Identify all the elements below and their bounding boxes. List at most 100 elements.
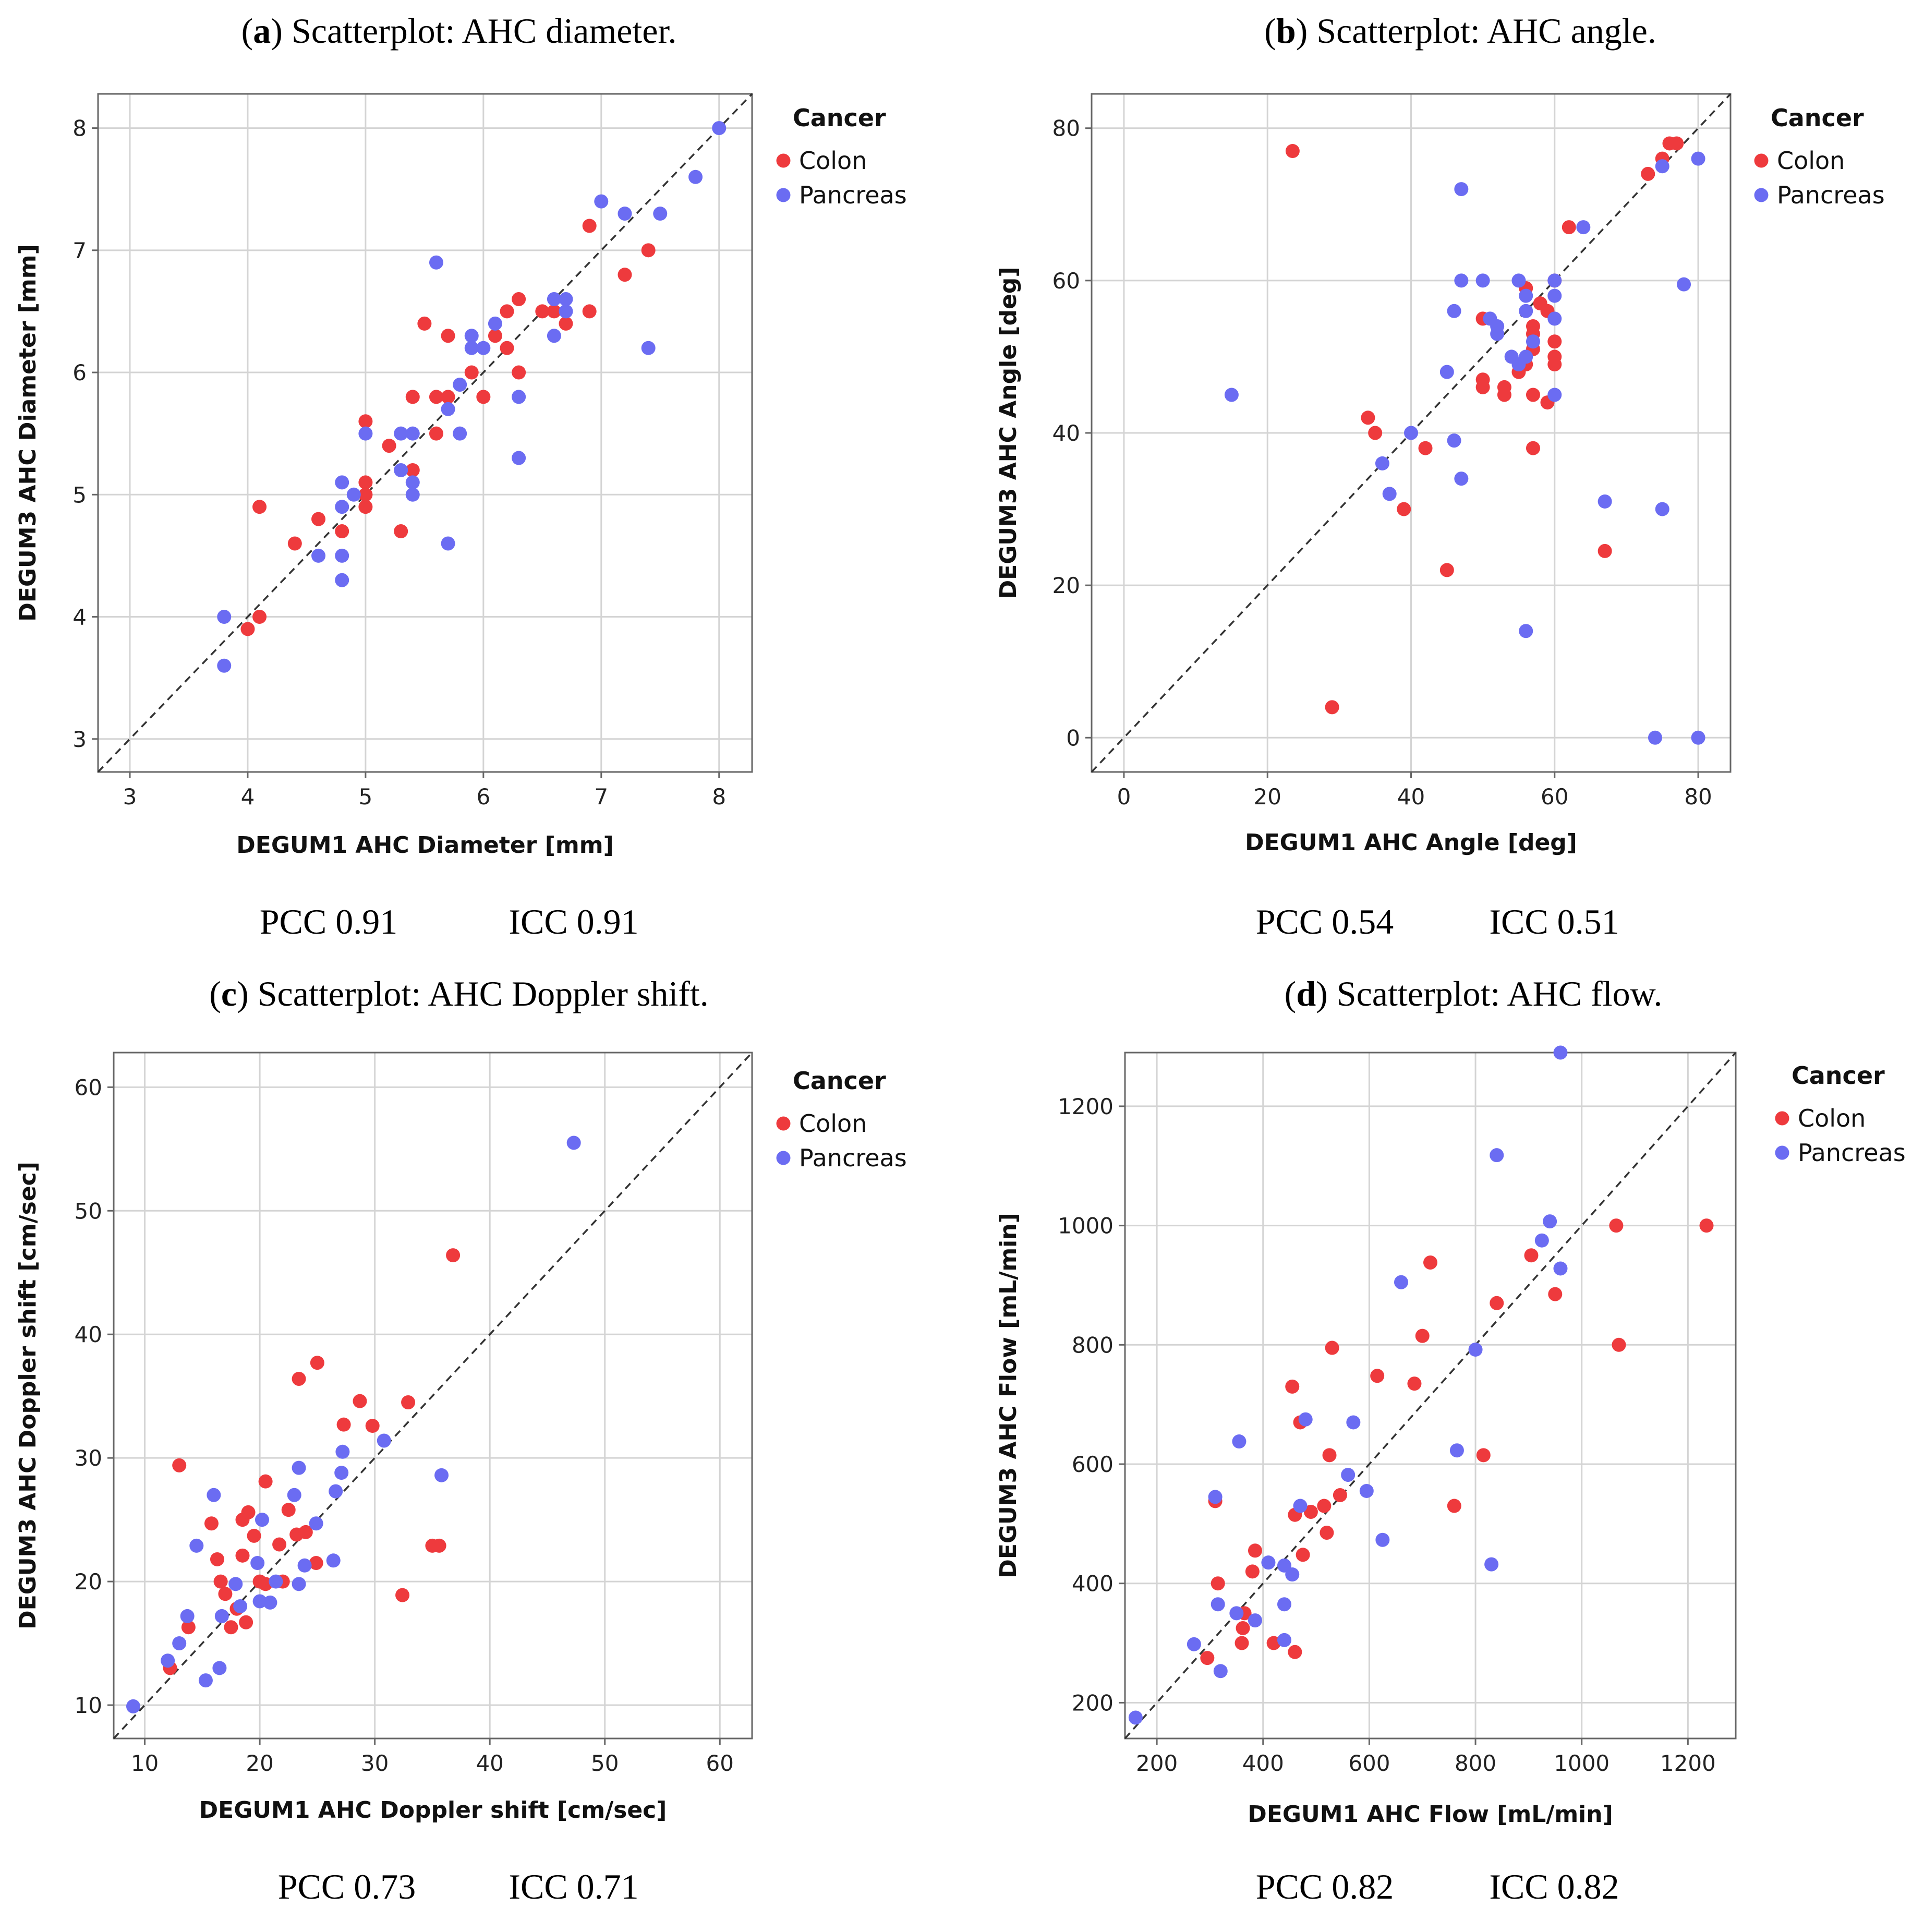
panel-title: (b) Scatterplot: AHC angle. — [1264, 11, 1656, 51]
legend-marker-pancreas — [1754, 188, 1769, 202]
panel-title: (a) Scatterplot: AHC diameter. — [241, 11, 677, 51]
y-tick-label: 40 — [1052, 420, 1080, 446]
x-tick-label: 5 — [359, 784, 373, 810]
data-point-colon — [353, 1394, 367, 1408]
data-point-colon — [488, 329, 502, 343]
y-tick-label: 40 — [75, 1322, 102, 1347]
data-point-pancreas — [1439, 365, 1454, 379]
data-point-colon — [1526, 441, 1540, 455]
data-point-pancreas — [453, 426, 467, 441]
data-point-colon — [1439, 563, 1454, 577]
data-point-colon — [1236, 1621, 1250, 1635]
legend-title: Cancer — [793, 1067, 886, 1095]
caption-title: Scatterplot: AHC diameter. — [292, 11, 676, 51]
data-point-pancreas — [1293, 1499, 1308, 1513]
data-point-pancreas — [1454, 273, 1469, 288]
legend-label-pancreas: Pancreas — [1798, 1139, 1906, 1167]
data-point-colon — [429, 426, 443, 441]
y-axis-label: DEGUM3 AHC Flow [mL/min] — [995, 1213, 1022, 1578]
data-point-colon — [446, 1248, 461, 1263]
data-point-pancreas — [172, 1636, 187, 1651]
data-point-colon — [1475, 380, 1490, 394]
legend-marker-colon — [776, 1116, 791, 1131]
data-point-colon — [1325, 1341, 1339, 1355]
data-point-colon — [1612, 1337, 1626, 1352]
y-tick-label: 10 — [75, 1693, 102, 1718]
x-tick-label: 400 — [1242, 1750, 1284, 1776]
data-point-pancreas — [1277, 1597, 1291, 1612]
data-point-pancreas — [547, 292, 561, 307]
data-point-colon — [1368, 426, 1383, 440]
legend-marker-colon — [1775, 1111, 1789, 1126]
data-point-pancreas — [269, 1574, 283, 1589]
caption-letter: b — [1276, 11, 1296, 51]
data-point-pancreas — [335, 548, 349, 563]
data-point-colon — [1669, 136, 1684, 151]
x-tick-label: 800 — [1455, 1750, 1496, 1776]
pcc-value: PCC 0.73 — [278, 1867, 416, 1906]
data-point-pancreas — [252, 1594, 267, 1609]
x-axis-label: DEGUM1 AHC Flow [mL/min] — [1248, 1801, 1613, 1828]
x-tick-label: 0 — [1117, 784, 1131, 810]
data-point-colon — [1325, 700, 1339, 715]
data-point-pancreas — [441, 536, 455, 551]
data-point-pancreas — [250, 1556, 265, 1571]
y-tick-label: 80 — [1052, 116, 1080, 141]
data-point-pancreas — [1394, 1275, 1408, 1289]
data-point-pancreas — [1211, 1597, 1225, 1612]
caption-paren-close: ) — [1316, 974, 1337, 1013]
legend: Cancer Colon Pancreas — [776, 104, 907, 209]
data-point-colon — [311, 512, 326, 526]
data-point-colon — [1397, 502, 1411, 516]
x-tick-label: 20 — [1253, 784, 1281, 810]
data-point-colon — [1296, 1548, 1310, 1562]
caption-paren-open: ( — [209, 974, 221, 1013]
y-tick-label: 800 — [1072, 1332, 1114, 1358]
data-point-pancreas — [641, 341, 656, 355]
data-point-pancreas — [1187, 1637, 1201, 1651]
y-tick-label: 50 — [75, 1198, 102, 1224]
legend-label-pancreas: Pancreas — [799, 181, 907, 209]
data-point-pancreas — [1224, 388, 1239, 402]
data-point-pancreas — [1229, 1606, 1244, 1621]
data-point-pancreas — [1277, 1633, 1291, 1647]
legend-marker-colon — [1754, 153, 1769, 168]
data-point-pancreas — [180, 1609, 195, 1623]
data-point-colon — [235, 1548, 250, 1563]
data-point-pancreas — [1543, 1214, 1557, 1229]
data-point-colon — [401, 1395, 416, 1410]
data-point-pancreas — [161, 1653, 175, 1668]
data-point-pancreas — [394, 463, 408, 477]
legend-label-colon: Colon — [1777, 147, 1845, 175]
x-tick-label: 10 — [131, 1750, 159, 1776]
legend-title: Cancer — [1792, 1061, 1885, 1090]
data-point-colon — [239, 1615, 253, 1629]
data-point-pancreas — [441, 402, 455, 416]
data-point-pancreas — [297, 1558, 312, 1573]
data-point-colon — [559, 316, 573, 331]
data-point-colon — [1285, 1379, 1300, 1394]
data-point-pancreas — [214, 1609, 229, 1623]
data-point-pancreas — [1208, 1490, 1223, 1504]
data-point-pancreas — [394, 426, 408, 441]
legend-label-colon: Colon — [799, 147, 867, 175]
data-point-colon — [441, 329, 455, 343]
data-point-colon — [258, 1474, 273, 1489]
pcc-value: PCC 0.91 — [260, 902, 398, 941]
data-point-pancreas — [1519, 349, 1533, 364]
data-point-pancreas — [653, 207, 668, 221]
legend: Cancer Colon Pancreas — [1754, 104, 1885, 209]
x-tick-label: 60 — [1541, 784, 1568, 810]
data-point-colon — [1322, 1448, 1337, 1463]
data-point-pancreas — [287, 1488, 301, 1502]
data-point-pancreas — [547, 329, 561, 343]
x-tick-label: 30 — [361, 1750, 389, 1776]
data-point-pancreas — [488, 316, 502, 331]
plot-frame — [97, 93, 753, 773]
data-point-pancreas — [429, 255, 443, 270]
data-point-pancreas — [198, 1673, 213, 1688]
data-point-colon — [241, 1505, 256, 1519]
data-point-colon — [218, 1587, 233, 1601]
data-point-colon — [1200, 1651, 1215, 1665]
data-point-pancreas — [1447, 433, 1461, 448]
